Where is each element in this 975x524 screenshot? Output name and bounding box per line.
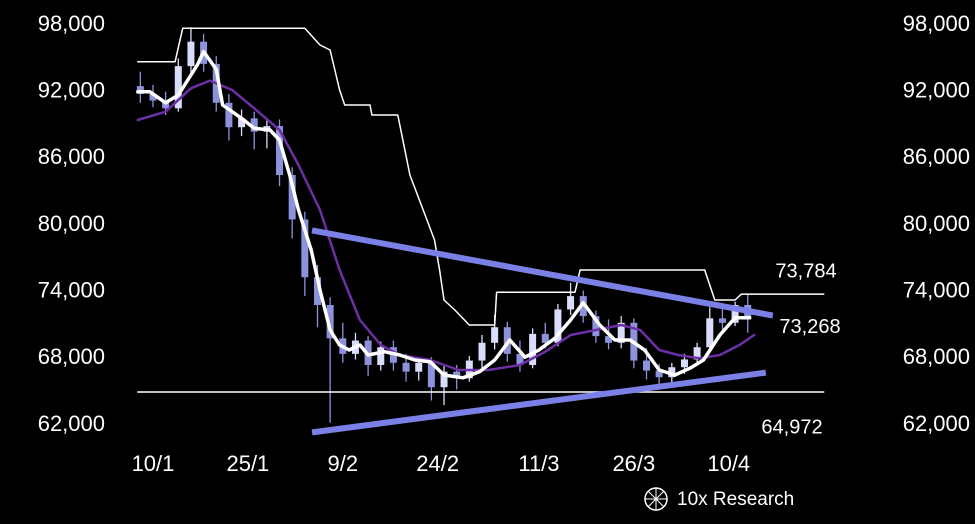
x-tick-label: 26/3 [612, 451, 655, 476]
candle-body [149, 93, 157, 101]
y-tick-label: 98,000 [38, 11, 105, 36]
annotation: 73,784 [775, 260, 836, 282]
candle-body [250, 118, 258, 132]
candle-body [478, 342, 486, 361]
candle-body [605, 336, 613, 343]
candle-body [655, 370, 663, 378]
y2-tick-label: 68,000 [903, 344, 970, 369]
candle-body [174, 66, 182, 109]
candle-body [288, 175, 296, 220]
y-tick-label: 92,000 [38, 77, 105, 102]
candle-body [427, 362, 435, 388]
series-line [311, 227, 774, 319]
y-tick-label: 62,000 [38, 411, 105, 436]
y2-tick-label: 80,000 [903, 211, 970, 236]
x-tick-label: 10/1 [132, 451, 175, 476]
candle-body [541, 333, 549, 343]
annotation: 73,268 [779, 316, 840, 338]
logo-mesh [645, 488, 667, 510]
candle-body [643, 360, 651, 371]
x-tick-label: 10/4 [707, 451, 750, 476]
candle-body [529, 333, 537, 365]
candle-body [516, 353, 524, 365]
candle-body [680, 359, 688, 368]
y-tick-label: 80,000 [38, 211, 105, 236]
series-line [136, 49, 752, 380]
candle-body [706, 318, 714, 348]
series-line [311, 369, 767, 436]
x-tick-label: 9/2 [328, 451, 359, 476]
candle-body [301, 219, 309, 278]
candle-body [617, 322, 625, 343]
x-tick-label: 11/3 [518, 451, 559, 476]
candle-body [693, 347, 701, 360]
y-tick-label: 68,000 [38, 344, 105, 369]
y-tick-label: 74,000 [38, 277, 105, 302]
y-tick-label: 86,000 [38, 144, 105, 169]
y2-tick-label: 86,000 [903, 144, 970, 169]
candle-body [402, 362, 410, 372]
y2-tick-label: 74,000 [903, 277, 970, 302]
candle-body [377, 347, 385, 365]
candle-body [718, 318, 726, 323]
x-tick-label: 25/1 [226, 451, 269, 476]
brand-text: 10x Research [677, 489, 794, 510]
candle-body [491, 327, 499, 343]
candle-body [554, 309, 562, 343]
y2-tick-label: 92,000 [903, 77, 970, 102]
brand-logo: 10x Research [644, 487, 794, 511]
candle-body [187, 41, 195, 67]
candle-body [440, 371, 448, 388]
candle-body [731, 305, 739, 323]
candle-body [225, 102, 233, 128]
y2-tick-label: 62,000 [903, 411, 970, 436]
candle-body [313, 277, 321, 305]
series-line [136, 79, 756, 372]
candle-body [326, 305, 334, 339]
candle-body [238, 118, 246, 128]
candle-body [453, 371, 461, 379]
candle-body [415, 362, 423, 372]
candle-body [276, 126, 284, 175]
candle-body [567, 296, 575, 310]
annotation: 64,972 [761, 416, 822, 438]
candle-body [592, 316, 600, 337]
series-line [137, 27, 825, 326]
candle-body [579, 296, 587, 317]
y2-tick-label: 98,000 [903, 11, 970, 36]
x-tick-label: 24/2 [416, 451, 459, 476]
